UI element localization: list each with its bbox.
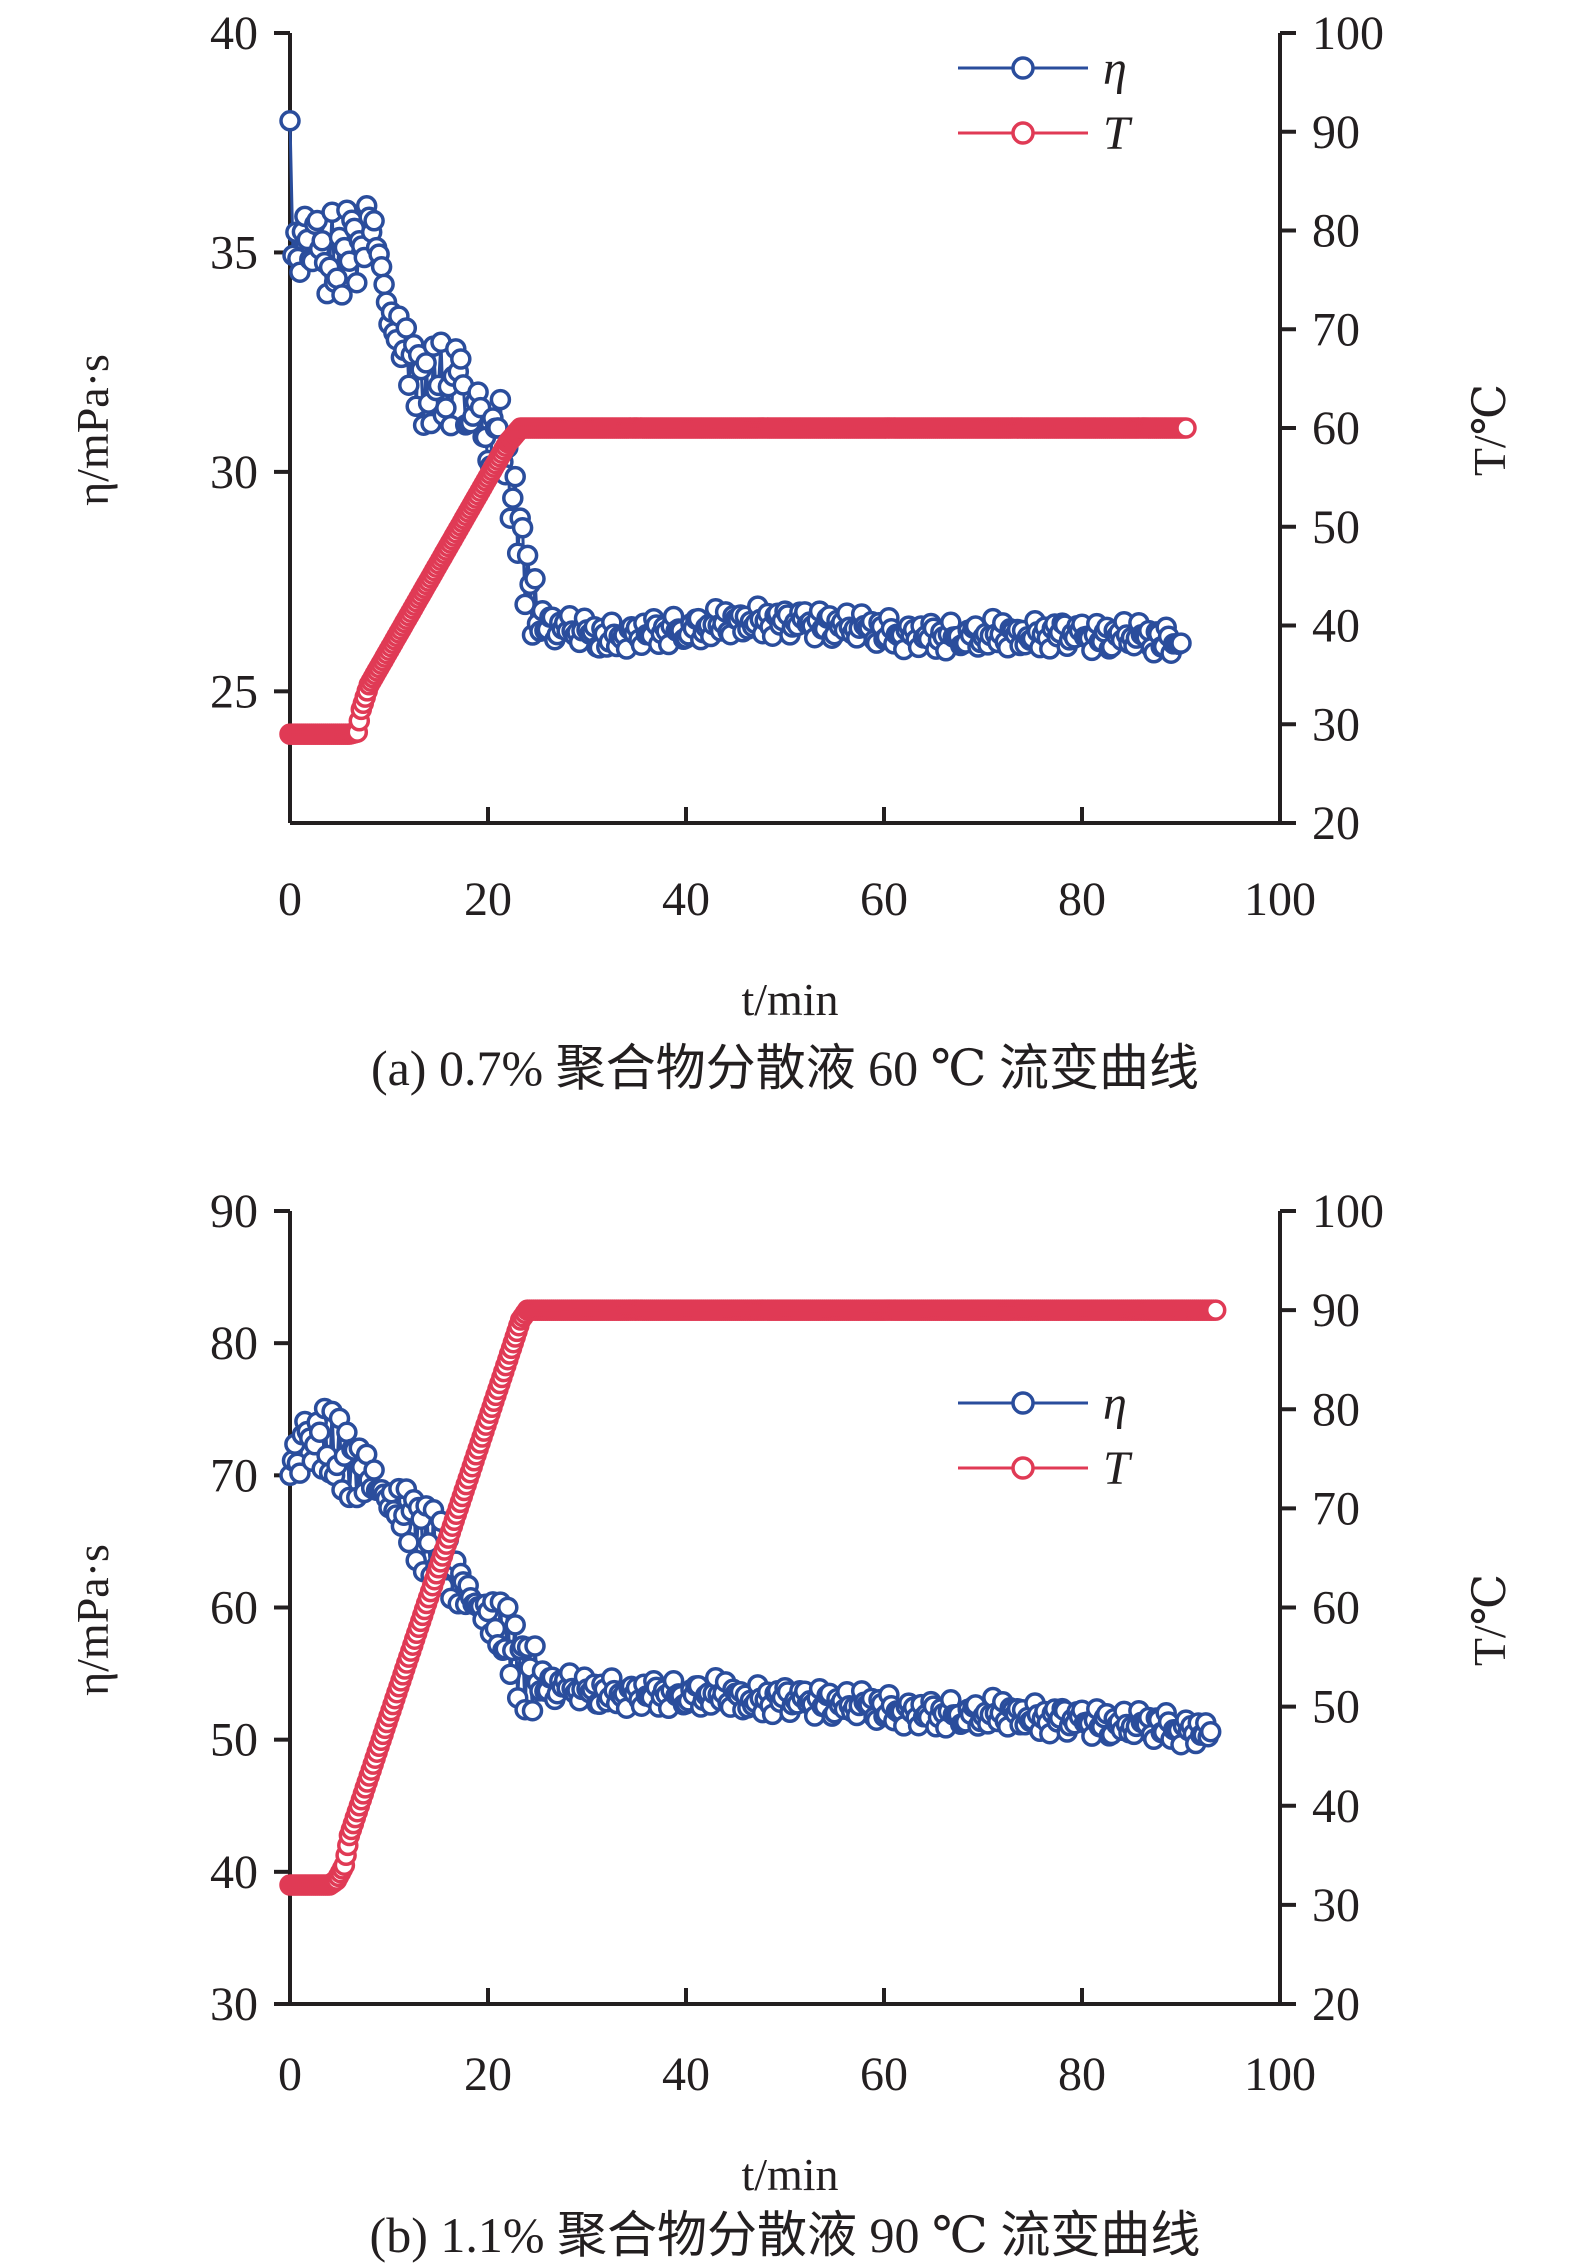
- data-point: [511, 517, 534, 539]
- y-tick-label-right: 60: [1312, 402, 1360, 455]
- data-point: [1170, 632, 1192, 654]
- data-point: [370, 256, 393, 278]
- x-tick-label: 20: [464, 873, 512, 926]
- data-point: [331, 284, 353, 306]
- series-temperature: [279, 1299, 1227, 1896]
- chart-caption: (b) 1.1% 聚合物分散液 90 ℃ 流变曲线: [370, 2207, 1201, 2263]
- legend-marker: [1011, 56, 1035, 80]
- plot-area: 0 20 40 60 80 100 25 30 35 40 20 30 40 50 60 70 80 90 100 η…: [210, 7, 1384, 926]
- legend-marker: [1011, 1391, 1035, 1415]
- data-point: [435, 397, 457, 419]
- legend-marker: [1011, 121, 1035, 145]
- x-axis-label: t/min: [741, 2149, 838, 2200]
- data-point: [1199, 1720, 1222, 1743]
- x-tick-label: 20: [464, 2048, 512, 2101]
- y-axis-label-left: η/mPa·s: [67, 1544, 118, 1696]
- chart-a: 0 20 40 60 80 100 25 30 35 40 20 30 40 50 60 70 80 90 100 η…: [67, 7, 1515, 1096]
- data-point: [398, 374, 420, 396]
- x-tick-label: 60: [860, 2048, 908, 2101]
- legend: ηT: [958, 42, 1133, 160]
- y-tick-label-right: 90: [1312, 1284, 1360, 1337]
- data-point: [1175, 417, 1197, 439]
- y-tick-label-right: 50: [1312, 1681, 1360, 1734]
- data-point: [363, 1459, 385, 1481]
- y-tick-label-right: 80: [1312, 205, 1360, 258]
- y-axis-label-left: η/mPa·s: [67, 354, 118, 506]
- data-point: [363, 210, 385, 232]
- y-tick-label-right: 60: [1312, 1582, 1360, 1635]
- x-axis-label: t/min: [741, 974, 838, 1025]
- legend-marker: [1011, 1456, 1035, 1480]
- y-tick-label-right: 100: [1312, 7, 1384, 60]
- legend-label: η: [1103, 1377, 1127, 1430]
- x-tick-label: 0: [278, 873, 302, 926]
- data-point: [504, 465, 526, 488]
- y-tick-label-right: 20: [1312, 1978, 1360, 2031]
- y-tick-label-right: 70: [1312, 303, 1360, 356]
- y-tick-label-left: 40: [210, 1846, 258, 1899]
- legend: ηT: [958, 1377, 1133, 1495]
- x-tick-label: 40: [662, 873, 710, 926]
- chart-b: 0 20 40 60 80 100 30 40 50 60 70 80 90 20 30 40 50 60 70 80…: [67, 1185, 1515, 2263]
- y-tick-label-left: 60: [210, 1582, 258, 1635]
- x-tick-label: 100: [1244, 873, 1316, 926]
- y-axis-label-right: T/℃: [1464, 1574, 1515, 1666]
- data-point: [497, 1596, 519, 1619]
- plot-area: 0 20 40 60 80 100 30 40 50 60 70 80 90 20 30 40 50 60 70 80…: [210, 1185, 1384, 2101]
- data-point: [289, 1462, 311, 1484]
- data-point: [502, 487, 524, 509]
- series-viscosity: [279, 110, 1192, 664]
- data-point: [415, 352, 437, 374]
- y-tick-label-left: 25: [210, 665, 258, 718]
- y-tick-label-right: 20: [1312, 797, 1360, 850]
- data-point: [514, 593, 536, 616]
- y-tick-label-left: 30: [210, 1978, 258, 2031]
- y-tick-label-right: 40: [1312, 1780, 1360, 1833]
- y-tick-label-left: 70: [210, 1449, 258, 1502]
- series-temperature: [279, 417, 1197, 745]
- x-tick-label: 60: [860, 873, 908, 926]
- data-point: [1204, 1299, 1227, 1321]
- data-point: [450, 348, 472, 370]
- data-point: [346, 271, 368, 294]
- y-tick-label-right: 90: [1312, 106, 1360, 159]
- data-point: [398, 1531, 420, 1554]
- data-point: [516, 544, 539, 567]
- y-tick-label-right: 80: [1312, 1383, 1360, 1436]
- y-tick-label-left: 80: [210, 1317, 258, 1370]
- x-tick-label: 40: [662, 2048, 710, 2101]
- data-point: [489, 388, 512, 411]
- y-tick-label-left: 50: [210, 1714, 258, 1767]
- y-tick-label-left: 90: [210, 1185, 258, 1238]
- data-point: [279, 110, 301, 132]
- data-point: [373, 273, 395, 296]
- chart-caption: (a) 0.7% 聚合物分散液 60 ℃ 流变曲线: [371, 1040, 1199, 1096]
- data-point: [395, 317, 418, 339]
- x-tick-label: 80: [1058, 873, 1106, 926]
- data-point: [504, 1614, 526, 1636]
- legend-label: T: [1103, 1442, 1133, 1495]
- y-tick-label-right: 30: [1312, 1879, 1360, 1932]
- data-point: [311, 229, 333, 252]
- data-point: [499, 1663, 522, 1686]
- y-axis-label-right: T/℃: [1464, 384, 1515, 476]
- data-point: [524, 568, 546, 590]
- data-point: [524, 1635, 546, 1657]
- data-point: [521, 1699, 544, 1722]
- data-point: [308, 1421, 331, 1443]
- y-tick-label-left: 35: [210, 226, 258, 279]
- y-tick-label-left: 40: [210, 7, 258, 60]
- legend-label: η: [1103, 42, 1127, 95]
- y-tick-label-left: 30: [210, 446, 258, 499]
- y-tick-label-right: 40: [1312, 600, 1360, 653]
- y-tick-label-right: 70: [1312, 1482, 1360, 1535]
- series-viscosity: [279, 1397, 1222, 1756]
- y-tick-label-right: 50: [1312, 501, 1360, 554]
- y-tick-label-right: 30: [1312, 698, 1360, 751]
- y-tick-label-right: 100: [1312, 1185, 1384, 1238]
- legend-label: T: [1103, 107, 1133, 160]
- x-tick-label: 100: [1244, 2048, 1316, 2101]
- x-tick-label: 0: [278, 2048, 302, 2101]
- x-tick-label: 80: [1058, 2048, 1106, 2101]
